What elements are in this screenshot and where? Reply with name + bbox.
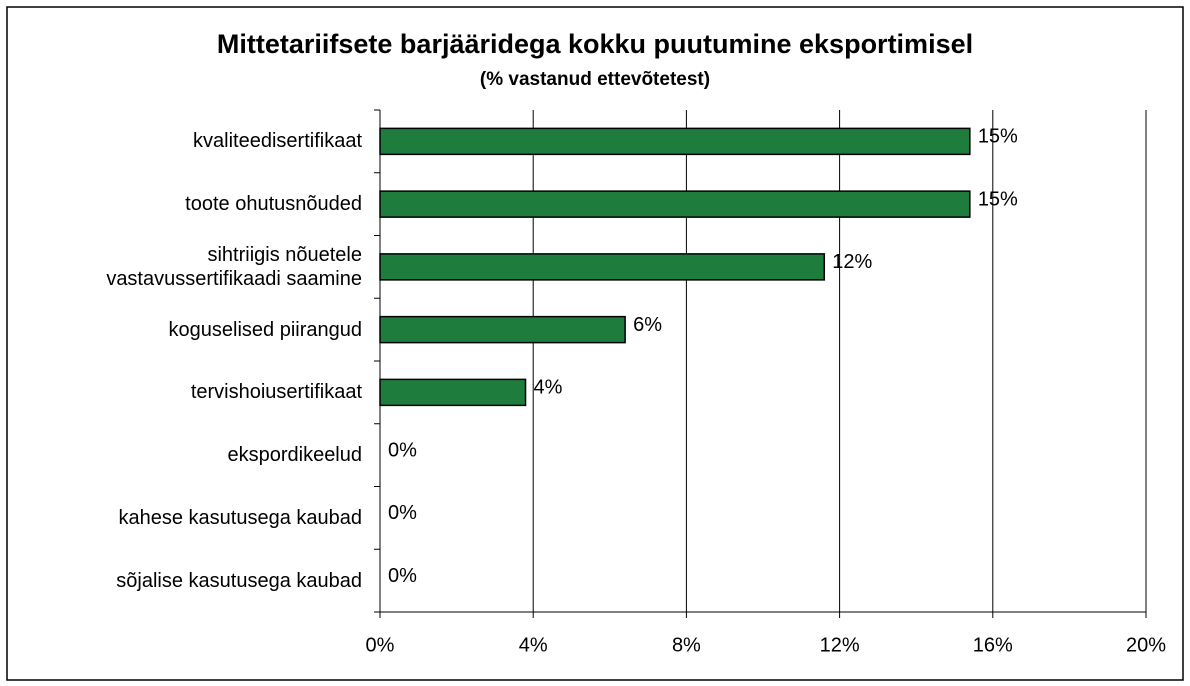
value-label: 12% [832,251,872,273]
y-tick-label: ekspordikeelud [227,444,362,467]
value-label: 0% [388,502,417,524]
bar [379,190,971,218]
x-tick-label: 16% [973,634,1013,656]
bar [379,253,826,281]
bar [379,315,626,344]
value-label: 0% [388,439,417,461]
y-tick-label: kahese kasutusega kaubad [118,506,362,529]
value-label: 15% [978,188,1018,210]
y-tick-label: toote ohutusnõuded [185,193,362,216]
value-label: 6% [633,314,662,336]
x-tick-label: 12% [820,634,860,656]
chart-border [6,6,1184,681]
bar [379,378,527,407]
value-label: 4% [534,377,563,399]
y-tick-label: kvaliteedisertifikaat [193,130,362,153]
chart-title: Mittetariifsete barjääridega kokku puutu… [217,29,973,59]
y-tick-label: tervishoiusertifikaat [190,381,362,404]
x-tick-label: 20% [1126,634,1166,656]
bar [379,127,971,156]
x-tick-label: 0% [366,634,395,656]
x-tick-label: 4% [519,634,548,656]
y-tick-label: sõjalise kasutusega kaubad [116,569,362,592]
value-label: 0% [388,565,417,587]
chart-subtitle: (% vastanud ettevõtetest) [480,69,710,90]
y-tick-label: sihtriigis nõuetele vastavussertifikaadi… [106,243,362,290]
value-label: 15% [978,126,1018,148]
y-tick-label: koguselised piirangud [168,318,362,341]
x-tick-label: 8% [672,634,701,656]
